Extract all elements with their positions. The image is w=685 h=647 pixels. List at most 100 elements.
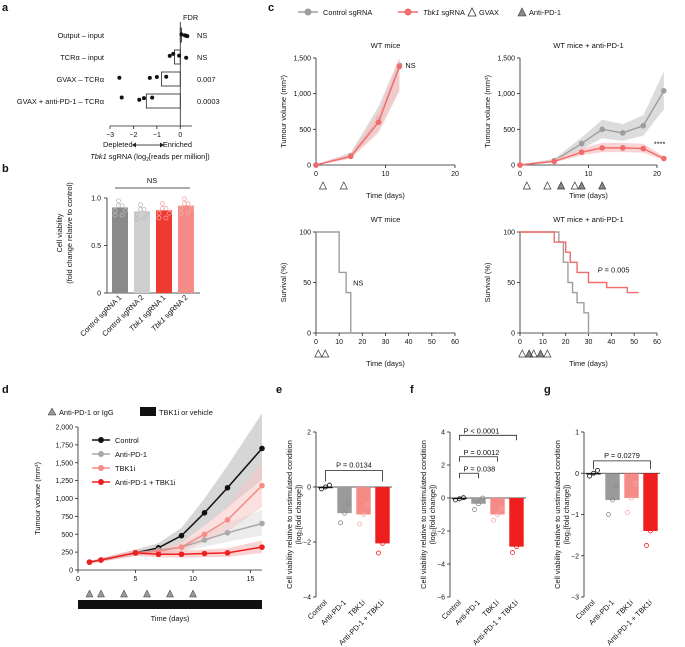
panel-c-xlabel: Time (days) <box>569 359 608 368</box>
panel-c-series-point <box>640 122 647 129</box>
panel-d-series-point <box>98 557 104 563</box>
panel-d-xtick-label: 15 <box>247 576 255 583</box>
bar-panel-ytick-label: −4 <box>437 562 445 569</box>
bar-panel-point <box>591 470 596 476</box>
panel-d-ylabel: Tumour volume (mm³) <box>33 462 42 535</box>
panel-c-xtick-label: 10 <box>539 339 547 346</box>
panel-a-point <box>154 75 159 79</box>
panel-c-ytick-label: 0 <box>511 163 515 170</box>
panel-c-xtick-label: 10 <box>335 339 343 346</box>
panel-d-series-point <box>201 550 208 557</box>
panel-a-point <box>184 55 189 60</box>
panel-a: a FDR Output – input NS TCRα – input NS GVAX… <box>2 2 220 163</box>
panel-d-xtick-label: 10 <box>189 576 197 583</box>
panel-c-letter: c <box>268 2 274 14</box>
bar-panel-point <box>346 501 351 506</box>
antipd1-triangle <box>536 349 545 358</box>
bar-panel-ytick-label: 0 <box>441 496 445 503</box>
panel-a-point <box>150 95 155 100</box>
panel-d-series-point <box>178 532 185 539</box>
panel-c-series-point <box>375 119 382 125</box>
panel-d-ytick-label: 1,250 <box>55 478 73 485</box>
panel-d-ytick-label: 250 <box>61 550 73 557</box>
panel-f-bracket <box>459 472 479 479</box>
bar-panel-point <box>472 507 477 512</box>
panel-c-xtick-label: 0 <box>314 339 318 346</box>
panel-c-ytick-label: 500 <box>503 127 515 134</box>
panel-b-ytick-label: 0 <box>97 291 101 298</box>
panel-a-point <box>171 51 176 56</box>
gvax-triangle <box>339 181 348 190</box>
panel-c-subplot-title: WT mice + anti-PD-1 <box>553 215 624 224</box>
bar-panel-ytick-label: 0 <box>307 485 311 492</box>
gvax-triangle <box>522 181 531 190</box>
panel-a-row-label: GVAX – TCRα <box>56 75 104 84</box>
bar-panel-bar <box>509 498 524 547</box>
panel-d-series-point <box>178 551 185 558</box>
bar-panel-point <box>514 544 519 550</box>
panel-b-point <box>123 207 128 213</box>
panel-c-xlabel: Time (days) <box>569 191 608 200</box>
panel-b-point <box>119 203 125 209</box>
bar-panel-point <box>629 495 634 501</box>
panel-c-series-line <box>520 231 639 294</box>
legend-tbk1-label: Tbk1 sgRNA <box>423 8 465 17</box>
panel-d: d Anti-PD-1 or IgG TBK1i or vehicle 0 250… <box>2 384 265 623</box>
enriched-arrowhead <box>160 142 164 148</box>
panel-b-point <box>163 215 169 221</box>
panel-b-bar <box>112 207 128 293</box>
bar-panel-point <box>633 481 638 486</box>
bar-panel-bar <box>490 498 505 515</box>
panel-b-letter: b <box>2 163 9 175</box>
panel-b-point <box>185 210 191 216</box>
panel-b-point <box>138 202 143 208</box>
bar-panel-point <box>495 512 500 517</box>
panel-a-xtick-label: −1 <box>153 132 161 139</box>
panel-c-xtick-label: 40 <box>405 339 413 346</box>
bar-panel-bar <box>586 473 601 475</box>
panel-e-letter: e <box>276 384 282 396</box>
panel-b-ylabel: Cell viability <box>55 213 64 252</box>
panel-c-series-point <box>619 130 626 136</box>
panel-d-series-point <box>201 510 208 516</box>
panel-d-series-point <box>259 482 265 489</box>
legend-antipd1-triangle <box>517 7 527 17</box>
panel-c-series-line <box>315 66 401 166</box>
panel-a-row-label: TCRα – input <box>60 53 104 62</box>
panel-d-series-point <box>155 551 162 558</box>
panel-a-xtick-label: −3 <box>106 132 114 139</box>
bar-panel-ytick-label: −1 <box>571 512 579 519</box>
panel-a-point <box>141 96 146 101</box>
antipd1-triangle <box>598 181 607 190</box>
gvax-triangle <box>321 349 330 358</box>
panel-b-point <box>178 210 184 216</box>
panel-b-ns: NS <box>147 176 157 185</box>
panel-a-point <box>185 34 190 39</box>
panel-d-legend-marker <box>98 451 104 457</box>
bar-panel-bar <box>318 487 333 489</box>
panel-b-point <box>182 201 187 207</box>
panel-a-fdr-value: 0.007 <box>197 75 216 84</box>
panel-d-xtick-label: 5 <box>134 576 138 583</box>
bar-panel-point <box>365 502 370 508</box>
panel-c-legend: Control sgRNA Tbk1 sgRNA GVAX Anti-PD-1 <box>298 7 561 17</box>
bar-panel-ytick-label: −6 <box>437 595 445 602</box>
panel-c-ytick-label: 100 <box>503 230 515 237</box>
panel-c-xtick-label: 30 <box>585 339 593 346</box>
panel-c-series-point <box>619 145 626 151</box>
panel-d-top-legend: Anti-PD-1 or IgG TBK1i or vehicle <box>47 407 213 417</box>
panel-c-xtick-label: 60 <box>451 339 459 346</box>
panel-c-xtick-label: 50 <box>630 339 638 346</box>
panel-f-bracket <box>459 434 517 441</box>
panel-g-letter: g <box>544 384 551 396</box>
panel-c-subplot-title: WT mice + anti-PD-1 <box>553 41 624 50</box>
gvax-triangle <box>318 181 328 190</box>
panel-a-bar <box>161 71 181 87</box>
panel-e: e 2 0 −2 −4 Cell viability relative to unsti… <box>276 384 392 647</box>
panel-g-pvalue: P = 0.0279 <box>604 451 640 460</box>
panel-b-bar <box>156 210 172 293</box>
panel-d-ytick-label: 1,750 <box>55 442 73 449</box>
panel-c-ylabel: Tumour volume (mm³) <box>279 75 288 148</box>
panel-c-xtick-label: 60 <box>653 339 661 346</box>
